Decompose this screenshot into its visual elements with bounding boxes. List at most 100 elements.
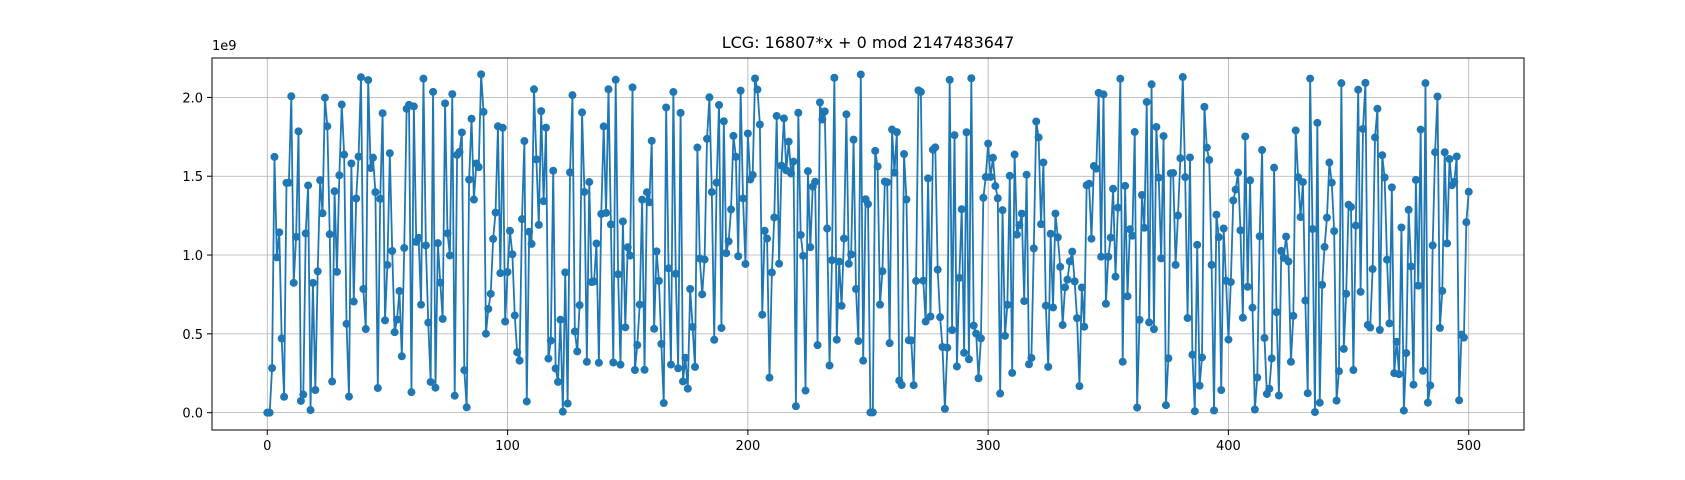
x-axis: 0 100 200 300 400 500 bbox=[263, 430, 1481, 454]
data-point bbox=[1332, 396, 1341, 405]
data-point bbox=[599, 122, 608, 131]
data-point bbox=[1351, 221, 1360, 230]
data-point bbox=[1337, 79, 1346, 88]
data-point bbox=[1051, 209, 1060, 218]
data-point bbox=[292, 232, 301, 241]
data-point bbox=[1330, 227, 1339, 236]
data-point bbox=[753, 85, 762, 94]
data-point bbox=[912, 277, 921, 286]
data-point bbox=[457, 128, 466, 137]
data-point bbox=[1346, 202, 1355, 211]
data-point bbox=[1053, 233, 1062, 242]
data-point bbox=[715, 100, 724, 109]
data-point bbox=[1034, 133, 1043, 142]
data-point bbox=[1176, 154, 1185, 163]
data-point bbox=[546, 336, 555, 345]
data-point bbox=[1190, 407, 1199, 416]
data-point bbox=[558, 407, 567, 416]
data-point bbox=[340, 150, 349, 159]
data-point bbox=[784, 137, 793, 146]
data-point bbox=[1322, 213, 1331, 222]
data-point bbox=[1022, 170, 1031, 179]
data-point bbox=[1193, 240, 1202, 249]
data-point bbox=[407, 388, 416, 397]
data-point bbox=[390, 328, 399, 337]
data-point bbox=[710, 335, 719, 344]
data-point bbox=[662, 103, 671, 112]
data-point bbox=[659, 399, 668, 408]
data-point bbox=[1085, 179, 1094, 188]
data-point bbox=[779, 114, 788, 123]
data-point bbox=[1308, 225, 1317, 234]
data-point bbox=[1433, 92, 1442, 101]
data-point bbox=[916, 87, 925, 96]
data-point bbox=[1205, 155, 1214, 164]
data-point bbox=[1315, 398, 1324, 407]
data-point bbox=[900, 150, 909, 159]
data-point bbox=[811, 177, 820, 186]
data-point bbox=[1198, 353, 1207, 362]
data-point bbox=[650, 324, 659, 333]
data-point bbox=[1399, 406, 1408, 415]
data-point bbox=[445, 251, 454, 260]
data-point bbox=[1210, 406, 1219, 415]
data-point bbox=[700, 255, 709, 264]
data-point bbox=[1301, 296, 1310, 305]
axes-frame bbox=[211, 57, 1525, 431]
data-point bbox=[767, 268, 776, 277]
data-point bbox=[513, 348, 522, 357]
data-point bbox=[316, 176, 325, 185]
data-point bbox=[304, 181, 313, 190]
data-point bbox=[1383, 255, 1392, 264]
data-point bbox=[1005, 171, 1014, 180]
data-point bbox=[573, 347, 582, 356]
data-point bbox=[561, 268, 570, 277]
data-point bbox=[1260, 333, 1269, 342]
data-point bbox=[1063, 275, 1072, 284]
data-point bbox=[772, 111, 781, 120]
data-point bbox=[1411, 175, 1420, 184]
data-point bbox=[517, 215, 526, 224]
data-point bbox=[1359, 124, 1367, 133]
data-point bbox=[712, 178, 721, 187]
data-point bbox=[832, 335, 841, 344]
data-point bbox=[344, 392, 353, 401]
data-point bbox=[585, 178, 594, 187]
data-point bbox=[527, 239, 536, 248]
data-point bbox=[1000, 331, 1009, 340]
data-point bbox=[787, 169, 796, 178]
data-point bbox=[1133, 403, 1142, 412]
data-point bbox=[356, 73, 365, 82]
data-point bbox=[441, 99, 450, 108]
data-point bbox=[626, 251, 635, 260]
data-point bbox=[919, 276, 928, 285]
data-point bbox=[1185, 153, 1194, 162]
data-point bbox=[1334, 367, 1343, 376]
data-point bbox=[1212, 210, 1221, 219]
data-point bbox=[287, 92, 296, 101]
data-point bbox=[1289, 311, 1298, 320]
data-point bbox=[722, 249, 731, 258]
data-point bbox=[542, 123, 551, 132]
data-point bbox=[481, 329, 490, 338]
x-tick-label: 200 bbox=[735, 439, 760, 454]
data-point bbox=[1339, 344, 1348, 353]
data-point bbox=[1246, 176, 1255, 185]
data-point bbox=[532, 155, 541, 164]
data-point bbox=[462, 403, 471, 412]
data-point bbox=[1440, 148, 1449, 157]
data-point bbox=[871, 146, 880, 155]
data-point bbox=[729, 131, 738, 140]
data-point bbox=[967, 74, 976, 83]
data-point bbox=[594, 358, 603, 367]
data-point bbox=[330, 187, 339, 196]
data-point bbox=[590, 277, 599, 286]
data-point bbox=[426, 377, 435, 386]
data-point bbox=[1459, 333, 1468, 342]
data-point bbox=[847, 250, 856, 259]
data-point bbox=[681, 353, 690, 362]
data-point bbox=[1109, 184, 1118, 193]
data-point bbox=[1296, 213, 1305, 222]
data-point bbox=[366, 164, 375, 173]
data-point bbox=[791, 402, 800, 411]
